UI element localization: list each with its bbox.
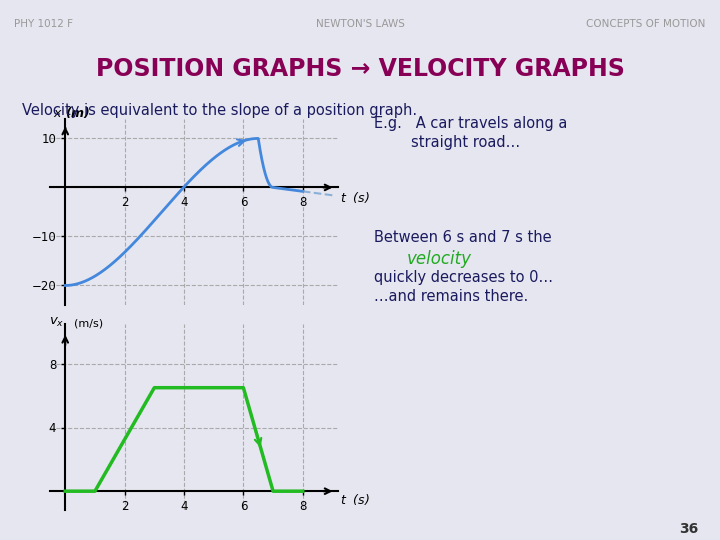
Text: Velocity is equivalent to the slope of a position graph.: Velocity is equivalent to the slope of a… — [22, 103, 417, 118]
Text: velocity: velocity — [407, 250, 472, 268]
Text: CONCEPTS OF MOTION: CONCEPTS OF MOTION — [586, 19, 706, 29]
Text: POSITION GRAPHS → VELOCITY GRAPHS: POSITION GRAPHS → VELOCITY GRAPHS — [96, 57, 624, 80]
Text: E.g.   A car travels along a: E.g. A car travels along a — [374, 116, 568, 131]
Text: …and remains there.: …and remains there. — [374, 289, 528, 304]
Text: Between 6 s and 7 s the: Between 6 s and 7 s the — [374, 230, 552, 245]
Text: $x$ (m): $x$ (m) — [53, 105, 91, 120]
Text: $t$  (s): $t$ (s) — [340, 491, 370, 507]
Text: NEWTON'S LAWS: NEWTON'S LAWS — [315, 19, 405, 29]
Text: $v_x$: $v_x$ — [49, 316, 64, 329]
Text: $t$  (s): $t$ (s) — [340, 190, 370, 205]
Text: 36: 36 — [679, 522, 698, 536]
Text: PHY 1012 F: PHY 1012 F — [14, 19, 73, 29]
Text: straight road…: straight road… — [374, 135, 521, 150]
Text: quickly decreases to 0…: quickly decreases to 0… — [374, 270, 554, 285]
Text: (m/s): (m/s) — [74, 319, 103, 329]
